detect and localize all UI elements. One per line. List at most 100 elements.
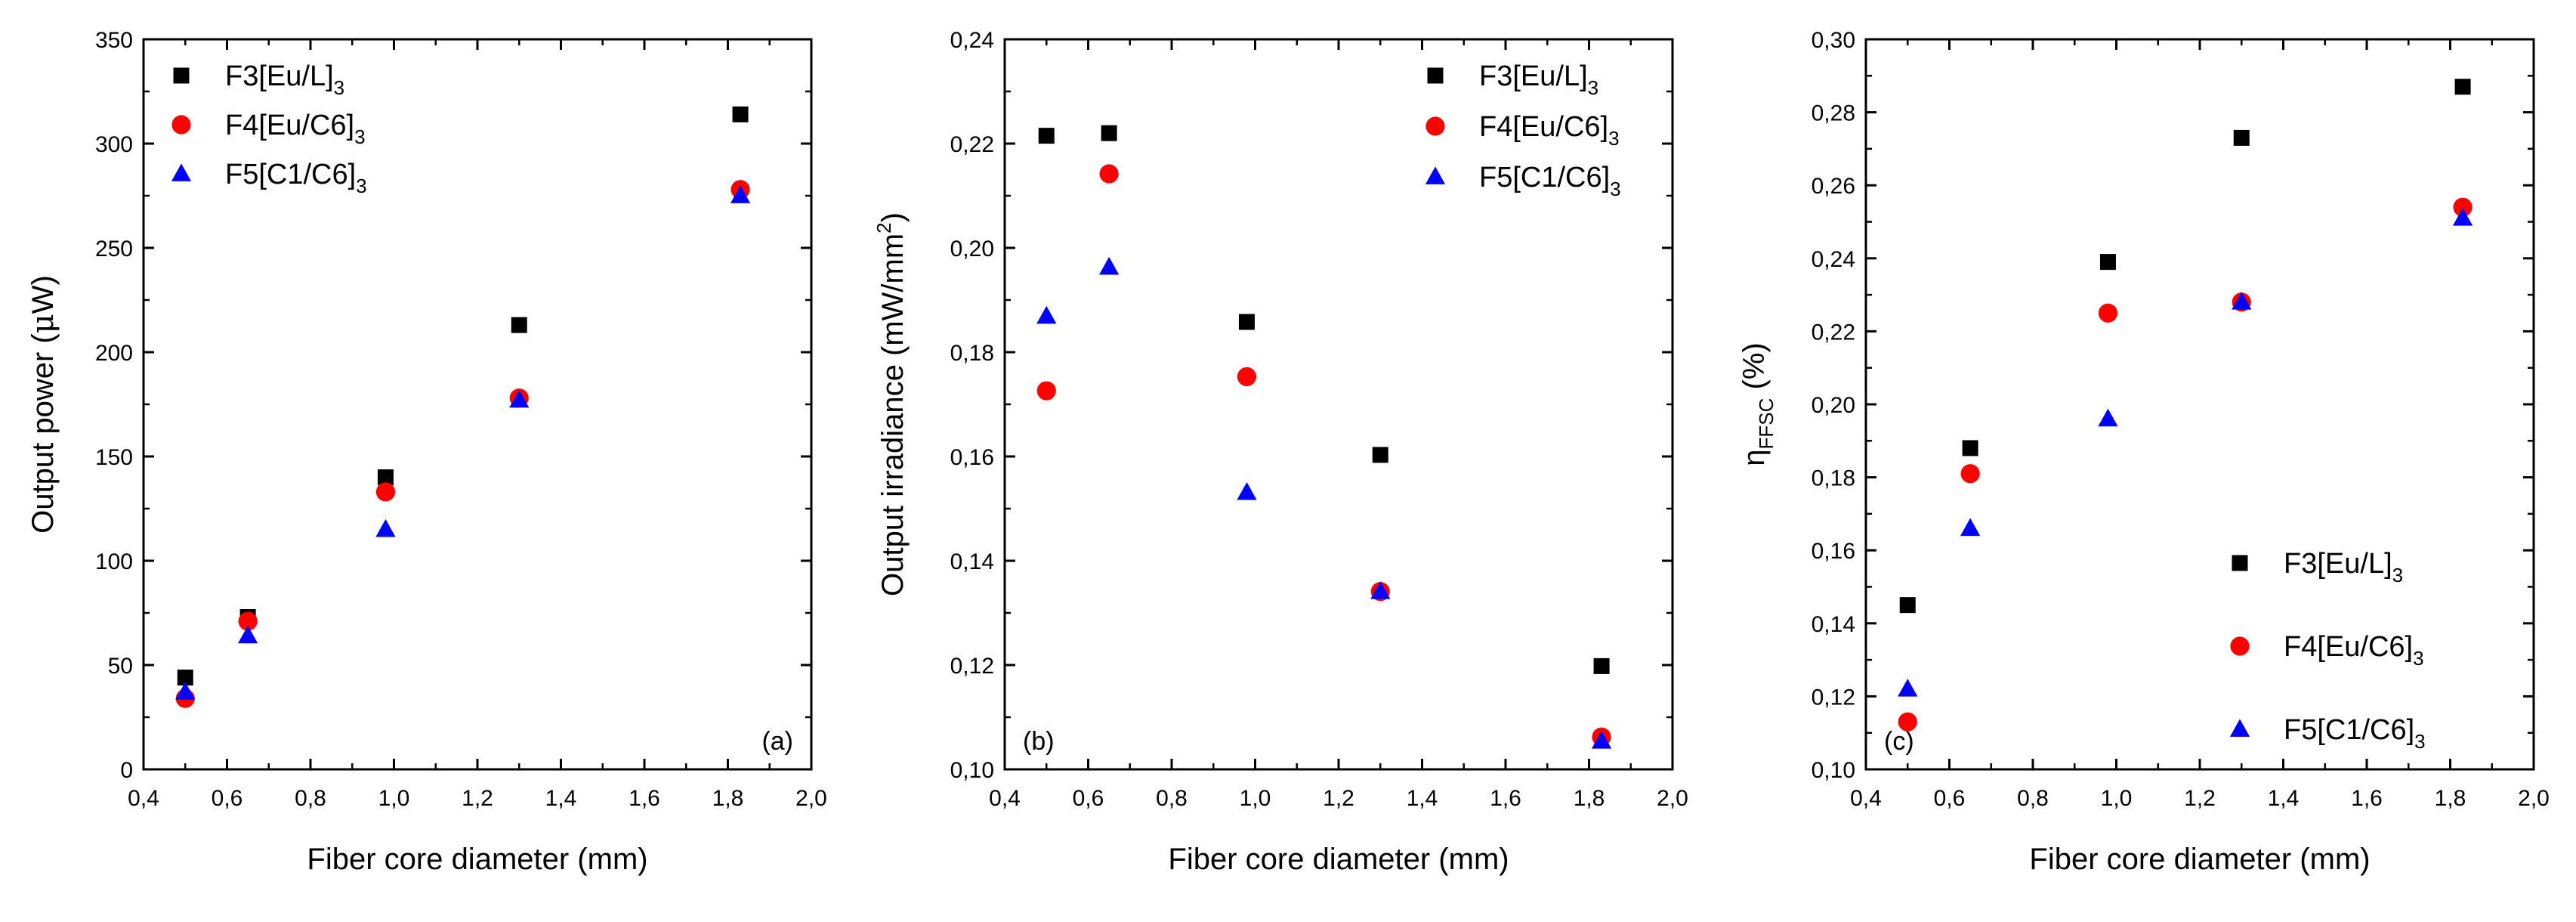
data-point xyxy=(2454,79,2471,95)
data-point xyxy=(1237,367,1257,387)
data-point xyxy=(1591,731,1612,749)
y-tick-label: 0,22 xyxy=(950,132,994,157)
y-tick-label: 0,30 xyxy=(1812,28,1855,53)
legend-label-subscript: 3 xyxy=(1608,127,1619,150)
data-series xyxy=(1038,125,1610,674)
y-tick-label: 0 xyxy=(120,758,133,783)
legend-label-subscript: 3 xyxy=(354,125,365,148)
x-tick-label: 0,4 xyxy=(1850,786,1882,811)
legend-marker xyxy=(2229,719,2250,737)
legend-label: F4[Eu/C6]3 xyxy=(2284,631,2424,670)
data-point xyxy=(177,670,193,686)
legend-label-name: F4[Eu/C6] xyxy=(1479,111,1608,143)
data-point xyxy=(2233,129,2250,146)
plot-frame xyxy=(1864,38,2535,771)
data-series xyxy=(1036,164,1611,747)
legend-marker xyxy=(1427,67,1444,84)
x-tick-label: 0,8 xyxy=(295,786,326,811)
y-tick-label: 0,20 xyxy=(1812,393,1855,418)
legend-label: F5[C1/C6]3 xyxy=(2284,714,2426,753)
y-tick-label: 0,22 xyxy=(1812,320,1855,345)
x-tick-label: 0,4 xyxy=(989,786,1021,811)
data-point xyxy=(1101,125,1117,141)
y-axis-title: Output irradiance (mW/mm2) xyxy=(873,212,910,596)
panel-label: (a) xyxy=(761,727,793,756)
chart-panel: 0,4 0,6 0,8 1,0 1,2 1,4 1,6 1,8 2,0 0,10 0,12 0,14 0… xyxy=(873,28,1688,876)
x-tick-label: 1,6 xyxy=(1490,786,1521,811)
y-tick-label: 50 xyxy=(108,654,133,679)
data-point xyxy=(2452,207,2473,226)
legend-marker xyxy=(1425,116,1445,136)
data-point xyxy=(1593,657,1610,674)
data-point xyxy=(1036,381,1056,401)
x-tick-label: 1,2 xyxy=(1323,786,1354,811)
legend-label-name: F5[C1/C6] xyxy=(2284,714,2414,746)
data-point xyxy=(1372,447,1388,463)
data-series xyxy=(1898,197,2473,732)
y-tick-label: 100 xyxy=(95,549,133,574)
legend-label-name: F4[Eu/C6] xyxy=(225,110,354,141)
legend-marker xyxy=(1425,166,1446,184)
legend-label-name: F4[Eu/C6] xyxy=(2284,631,2413,663)
legend-label: F3[Eu/L]3 xyxy=(225,60,344,99)
legend-label-name: F5[C1/C6] xyxy=(1479,162,1610,193)
data-point xyxy=(2232,292,2252,310)
y-tick-label: 0,24 xyxy=(1812,247,1855,272)
chart-panel: 0,4 0,6 0,8 1,0 1,2 1,4 1,6 1,8 2,0 0,10 0,12 0,14 0… xyxy=(1737,28,2550,876)
legend-label: F4[Eu/C6]3 xyxy=(1479,111,1620,150)
y-tick-label: 0,28 xyxy=(1812,101,1855,126)
data-point xyxy=(1036,305,1057,324)
data-point xyxy=(1960,518,1981,537)
y-tick-label: 0,10 xyxy=(950,758,994,783)
y-axis-title-unit: ) xyxy=(876,212,910,222)
legend-label-name: F3[Eu/L] xyxy=(2284,548,2392,580)
data-point xyxy=(2098,408,2118,427)
legend-marker xyxy=(173,67,190,84)
x-axis-title: Fiber core diameter (mm) xyxy=(2029,843,2370,876)
y-axis-title-main: η xyxy=(1737,449,1771,466)
legend-label-name: F3[Eu/L] xyxy=(1479,60,1588,92)
data-series xyxy=(175,185,751,700)
y-axis-title: ηFFSC (%) xyxy=(1737,342,1778,466)
y-tick-label: 350 xyxy=(95,28,133,53)
legend-label: F5[C1/C6]3 xyxy=(225,159,367,197)
legend-label-subscript: 3 xyxy=(1588,76,1598,99)
data-point xyxy=(1898,679,1918,697)
x-tick-label: 1,4 xyxy=(545,786,577,811)
data-series xyxy=(1899,79,2471,614)
y-axis-title-unit: (%) xyxy=(1737,342,1771,398)
legend-label-subscript: 3 xyxy=(334,76,344,99)
x-tick-label: 2,0 xyxy=(795,786,827,811)
y-axis-title-mu: μ xyxy=(26,314,60,333)
legend-label-name: F5[C1/C6] xyxy=(225,159,356,190)
data-point xyxy=(375,482,396,502)
legend-label-subscript: 3 xyxy=(2392,564,2403,586)
y-tick-label: 0,26 xyxy=(1812,174,1855,199)
x-tick-label: 1,0 xyxy=(2101,786,2133,811)
legend-marker xyxy=(2232,555,2248,571)
data-series xyxy=(175,180,750,708)
x-tick-label: 0,6 xyxy=(1934,786,1966,811)
x-tick-label: 1,8 xyxy=(2435,786,2466,811)
data-point xyxy=(375,518,396,537)
y-axis-title-main: Output irradiance (mW/mm xyxy=(876,234,910,596)
data-point xyxy=(1962,440,1978,456)
y-tick-label: 0,24 xyxy=(950,28,994,53)
legend-label-subscript: 3 xyxy=(1610,178,1620,200)
y-tick-label: 0,18 xyxy=(1812,466,1855,491)
x-tick-label: 0,8 xyxy=(1156,786,1188,811)
y-tick-label: 200 xyxy=(95,341,133,366)
data-point xyxy=(1898,712,1917,732)
x-tick-label: 1,6 xyxy=(629,786,660,811)
x-tick-label: 0,6 xyxy=(212,786,243,811)
legend-label-subscript: 3 xyxy=(2413,647,2423,670)
data-point xyxy=(238,625,258,644)
y-tick-label: 0,14 xyxy=(950,549,994,574)
data-point xyxy=(1899,597,1916,614)
legend-label: F3[Eu/L]3 xyxy=(2284,548,2403,586)
panel-label: (b) xyxy=(1023,727,1055,756)
plot-frame xyxy=(142,38,813,771)
y-tick-label: 0,18 xyxy=(950,341,994,366)
plot-frame xyxy=(1003,38,1674,771)
x-tick-label: 1,8 xyxy=(1574,786,1605,811)
